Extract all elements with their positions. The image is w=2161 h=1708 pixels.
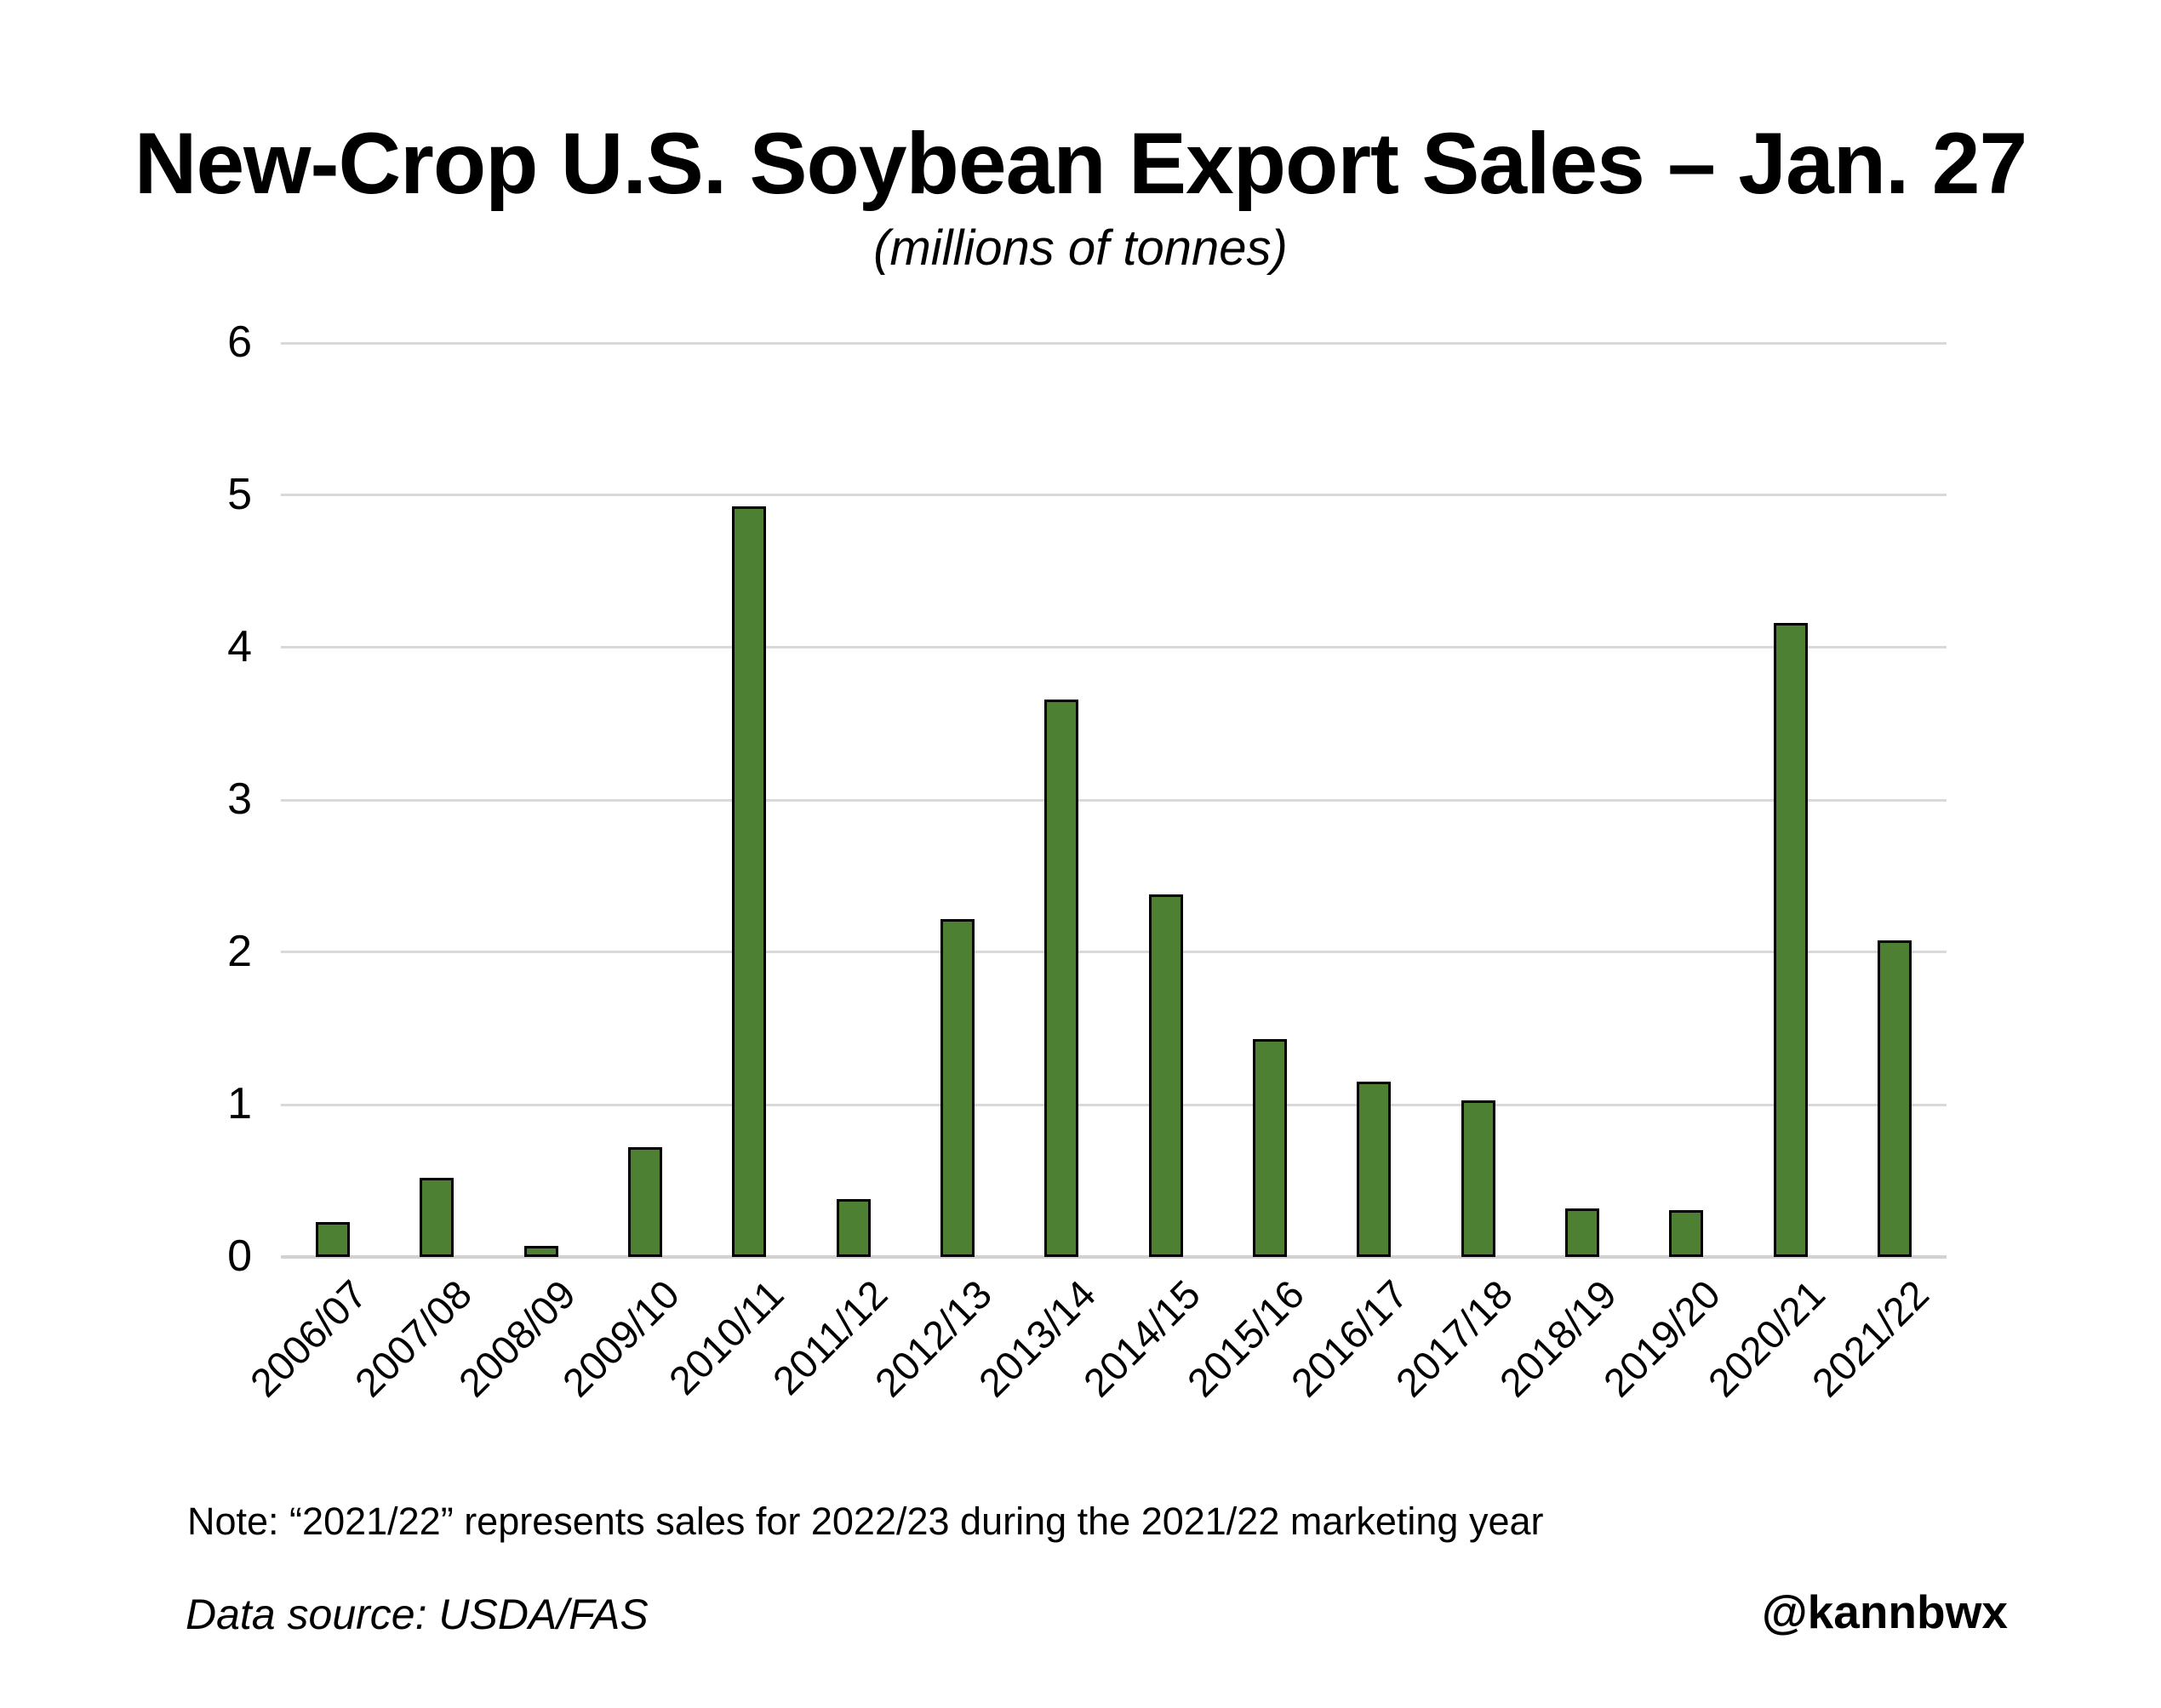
y-axis-label-5: 5 bbox=[227, 469, 252, 519]
bar-slot-2017/18 bbox=[1426, 343, 1529, 1257]
bar-2013/14 bbox=[1044, 699, 1079, 1257]
gridline-y-6 bbox=[281, 341, 1947, 345]
author-credit: @kannbwx bbox=[1762, 1585, 2008, 1638]
bar-2007/08 bbox=[420, 1177, 454, 1257]
bar-slot-2010/11 bbox=[697, 343, 801, 1257]
y-axis-label-1: 1 bbox=[227, 1078, 252, 1128]
bar-slot-2020/21 bbox=[1738, 343, 1842, 1257]
bar-2020/21 bbox=[1773, 623, 1808, 1257]
bar-slot-2008/09 bbox=[489, 343, 593, 1257]
bar-slot-2007/08 bbox=[385, 343, 489, 1257]
chart-title: New-Crop U.S. Soybean Export Sales – Jan… bbox=[134, 115, 2027, 212]
gridline-y-2 bbox=[281, 951, 1947, 954]
bar-2010/11 bbox=[732, 506, 767, 1257]
bar-slot-2016/17 bbox=[1322, 343, 1426, 1257]
bar-2016/17 bbox=[1357, 1082, 1392, 1257]
bar-2012/13 bbox=[940, 918, 975, 1257]
bar-slot-2006/07 bbox=[281, 343, 385, 1257]
x-label-slot-2021/22: 2021/22 bbox=[1803, 1257, 1947, 1487]
x-axis-labels: 2006/07 2007/08 2008/09 2009/10 2010/11 2011/… bbox=[242, 1257, 1947, 1487]
bar-2015/16 bbox=[1252, 1039, 1287, 1257]
bar-slot-2012/13 bbox=[906, 343, 1009, 1257]
footnote: Note: “2021/22” represents sales for 202… bbox=[187, 1499, 1544, 1543]
bar-2017/18 bbox=[1461, 1100, 1495, 1257]
bar-2006/07 bbox=[316, 1221, 351, 1257]
x-axis-label-2006/07: 2006/07 bbox=[241, 1271, 376, 1406]
y-axis-label-6: 6 bbox=[227, 317, 252, 367]
bar-2009/10 bbox=[628, 1147, 663, 1257]
bar-2018/19 bbox=[1564, 1208, 1599, 1257]
bar-slot-2014/15 bbox=[1114, 343, 1218, 1257]
data-source: Data source: USDA/FAS bbox=[186, 1591, 649, 1638]
bar-slot-2009/10 bbox=[593, 343, 697, 1257]
bar-slot-2015/16 bbox=[1218, 343, 1322, 1257]
bars-container bbox=[281, 343, 1947, 1257]
bar-2014/15 bbox=[1148, 894, 1183, 1257]
gridline-y-5 bbox=[281, 494, 1947, 497]
bar-slot-2011/12 bbox=[802, 343, 906, 1257]
bar-slot-2018/19 bbox=[1530, 343, 1634, 1257]
y-axis-label-4: 4 bbox=[227, 621, 252, 671]
y-axis-label-0: 0 bbox=[227, 1231, 252, 1281]
bar-2021/22 bbox=[1877, 940, 1912, 1257]
gridline-y-3 bbox=[281, 798, 1947, 802]
bar-2011/12 bbox=[836, 1198, 871, 1257]
bar-2008/09 bbox=[523, 1246, 558, 1257]
gridline-y-1 bbox=[281, 1103, 1947, 1106]
bar-slot-2021/22 bbox=[1843, 343, 1947, 1257]
bar-2019/20 bbox=[1669, 1209, 1704, 1257]
chart-subtitle: (millions of tonnes) bbox=[873, 220, 1288, 276]
x-axis-line bbox=[281, 1255, 1947, 1259]
y-axis-label-3: 3 bbox=[227, 774, 252, 824]
gridline-y-4 bbox=[281, 646, 1947, 649]
bar-slot-2019/20 bbox=[1634, 343, 1738, 1257]
y-axis-label-2: 2 bbox=[227, 926, 252, 976]
bar-slot-2013/14 bbox=[1009, 343, 1113, 1257]
